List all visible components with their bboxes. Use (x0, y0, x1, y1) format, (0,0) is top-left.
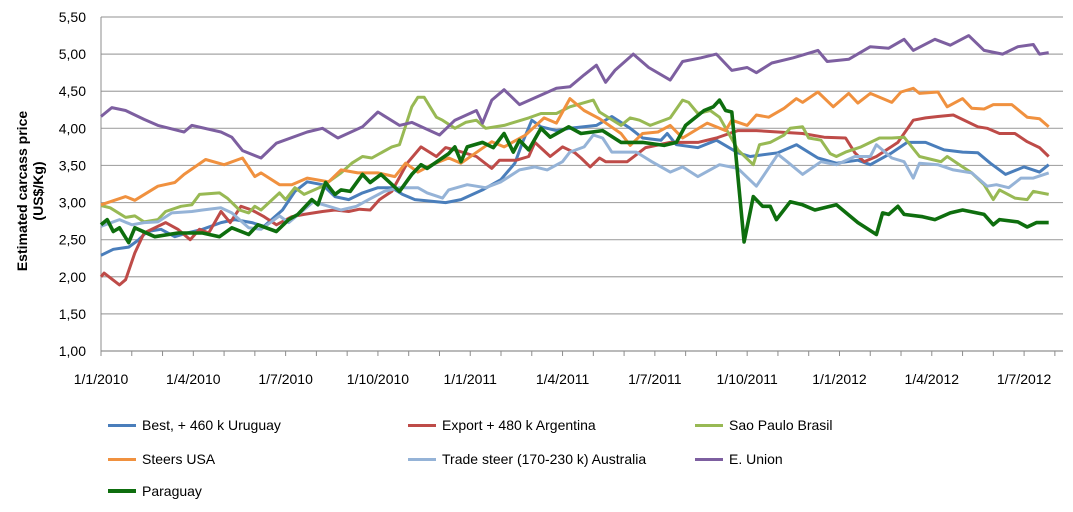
legend-label: E. Union (729, 451, 783, 467)
y-tick-label: 5,00 (59, 46, 86, 62)
y-tick-label: 4,00 (59, 120, 86, 136)
x-tick-label: 1/4/2011 (536, 371, 590, 387)
legend-item: Export + 480 k Argentina (408, 416, 596, 434)
x-tick-label: 1/7/2012 (997, 371, 1052, 387)
legend-item: Steers USA (108, 450, 215, 468)
x-tick-label: 1/1/2010 (74, 371, 129, 387)
legend-label: Sao Paulo Brasil (729, 417, 833, 433)
x-tick-label: 1/10/2010 (347, 371, 409, 387)
legend-swatch (695, 457, 723, 461)
legend-swatch (108, 423, 136, 427)
series-line-export-480-k-argentina (99, 113, 1050, 287)
legend-swatch (408, 423, 436, 427)
series-line-sao-paulo-brasil (100, 95, 1049, 224)
legend-item: Sao Paulo Brasil (695, 416, 833, 434)
legend-swatch (408, 457, 436, 461)
x-tick-label: 1/4/2010 (166, 371, 221, 387)
legend-item: E. Union (695, 450, 783, 468)
series-line-best-460-k-uruguay (100, 115, 1050, 257)
legend-label: Best, + 460 k Uruguay (142, 417, 281, 433)
series-line-trade-steer-170-230-k-australia (100, 133, 1050, 231)
x-tick-label: 1/10/2011 (717, 371, 778, 387)
x-tick-label: 1/1/2012 (812, 371, 867, 387)
series-line-paraguay (99, 98, 1049, 245)
x-tick-label: 1/1/2011 (444, 371, 498, 387)
y-tick-label: 1,00 (59, 343, 86, 359)
x-tick-label: 1/7/2011 (628, 371, 682, 387)
legend-swatch (108, 457, 136, 461)
y-tick-label: 1,50 (59, 306, 86, 322)
legend-item: Trade steer (170-230 k) Australia (408, 450, 646, 468)
y-tick-label: 5,50 (59, 9, 86, 25)
y-tick-label: 4,50 (59, 83, 86, 99)
y-tick-label: 3,50 (59, 157, 86, 173)
legend-swatch (695, 423, 723, 427)
y-tick-label: 2,50 (59, 232, 86, 248)
legend-label: Steers USA (142, 451, 216, 467)
legend-swatch (108, 489, 136, 493)
legend-item: Best, + 460 k Uruguay (108, 416, 281, 434)
legend-label: Trade steer (170-230 k) Australia (442, 451, 647, 467)
series-line-e-union (100, 34, 1049, 160)
legend-label: Paraguay (142, 483, 202, 499)
x-tick-label: 1/4/2012 (905, 371, 960, 387)
y-tick-label: 2,00 (59, 269, 86, 285)
y-tick-label: 3,00 (59, 195, 86, 211)
y-axis-label: Estimated carcass price (US$/Kg) (14, 110, 46, 272)
legend-item: Paraguay (108, 482, 202, 500)
x-tick-label: 1/7/2010 (258, 371, 313, 387)
series-line-steers-usa (100, 86, 1050, 207)
legend-label: Export + 480 k Argentina (442, 417, 596, 433)
